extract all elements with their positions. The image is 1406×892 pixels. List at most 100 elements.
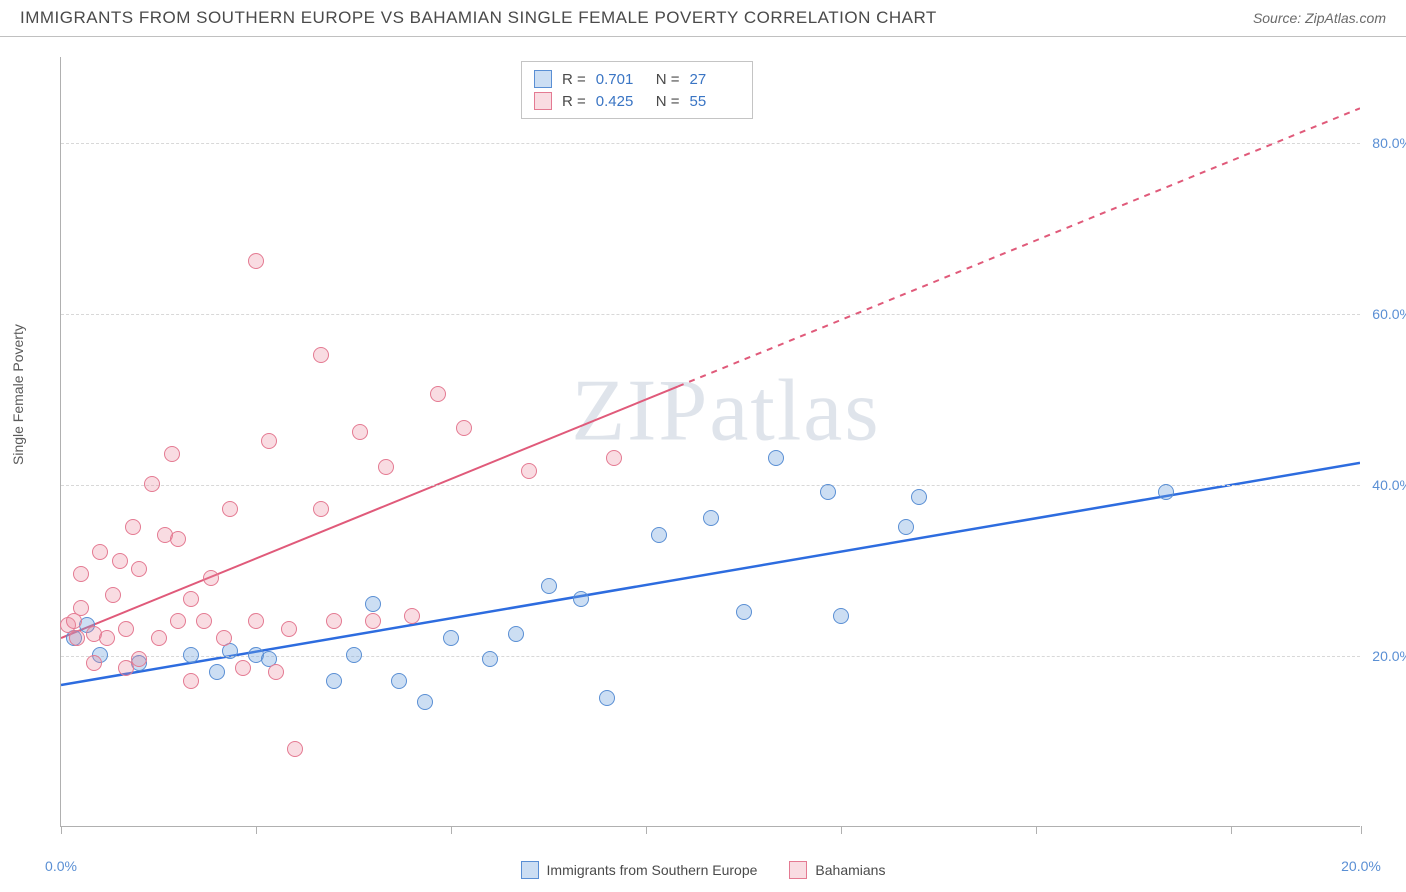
point-series-b [268,664,284,680]
legend-swatch [534,92,552,110]
point-series-b [170,613,186,629]
y-axis-label: Single Female Poverty [10,324,26,465]
stat-n-value: 55 [690,93,740,110]
source-label: Source: ZipAtlas.com [1253,10,1386,26]
point-series-b [73,566,89,582]
x-tick [61,826,62,834]
point-series-b [326,613,342,629]
point-series-a [599,690,615,706]
legend-swatch [789,861,807,879]
y-tick-label: 60.0% [1372,306,1406,322]
point-series-b [606,450,622,466]
x-tick [1036,826,1037,834]
point-series-b [112,553,128,569]
x-tick [841,826,842,834]
point-series-a [209,664,225,680]
point-series-b [404,608,420,624]
x-tick [1361,826,1362,834]
point-series-a [820,484,836,500]
chart-title: IMMIGRANTS FROM SOUTHERN EUROPE VS BAHAM… [20,8,937,28]
point-series-a [417,694,433,710]
x-tick [451,826,452,834]
point-series-a [443,630,459,646]
legend-label: Bahamians [815,862,885,878]
point-series-a [736,604,752,620]
point-series-b [125,519,141,535]
point-series-a [482,651,498,667]
point-series-b [73,600,89,616]
point-series-a [346,647,362,663]
y-tick-label: 80.0% [1372,135,1406,151]
point-series-a [183,647,199,663]
point-series-a [573,591,589,607]
legend-stats-box: R = 0.701 N = 27 R = 0.425 N = 55 [521,61,753,119]
point-series-b [196,613,212,629]
stat-r-value: 0.425 [596,93,646,110]
bottom-legend: Immigrants from Southern Europe Bahamians [0,861,1406,879]
trend-lines-layer [61,57,1360,826]
stat-r-label: R = [562,93,586,110]
point-series-b [235,660,251,676]
point-series-b [86,655,102,671]
chart-container: Single Female Poverty ZIPatlas R =0.701N… [0,37,1406,887]
point-series-b [222,501,238,517]
y-tick-label: 40.0% [1372,477,1406,493]
stat-n-label: N = [656,93,680,110]
point-series-a [898,519,914,535]
point-series-b [456,420,472,436]
point-series-b [164,446,180,462]
point-series-a [541,578,557,594]
point-series-b [216,630,232,646]
point-series-b [131,561,147,577]
legend-swatch [534,70,552,88]
gridline-h [61,314,1360,315]
x-tick [646,826,647,834]
point-series-b [99,630,115,646]
x-tick [1231,826,1232,834]
point-series-a [651,527,667,543]
point-series-a [326,673,342,689]
point-series-b [313,501,329,517]
point-series-a [768,450,784,466]
point-series-b [313,347,329,363]
stat-r-value: 0.701 [596,71,646,88]
point-series-b [151,630,167,646]
y-tick-label: 20.0% [1372,648,1406,664]
point-series-b [287,741,303,757]
legend-label: Immigrants from Southern Europe [547,862,758,878]
legend-swatch [521,861,539,879]
bottom-legend-item: Immigrants from Southern Europe [521,861,758,879]
bottom-legend-item: Bahamians [789,861,885,879]
point-series-a [833,608,849,624]
point-series-b [105,587,121,603]
point-series-b [183,673,199,689]
point-series-b [261,433,277,449]
point-series-b [69,630,85,646]
point-series-a [391,673,407,689]
point-series-a [911,489,927,505]
gridline-h [61,143,1360,144]
x-tick [256,826,257,834]
stat-r-label: R = [562,71,586,88]
point-series-b [203,570,219,586]
point-series-a [508,626,524,642]
point-series-b [281,621,297,637]
legend-stats-row: R =0.701N =27 [534,68,740,90]
point-series-b [248,613,264,629]
point-series-b [131,651,147,667]
plot-area: ZIPatlas R =0.701N =27R =0.425N =55 20.0… [60,57,1360,827]
point-series-a [703,510,719,526]
point-series-a [365,596,381,612]
point-series-a [1158,484,1174,500]
point-series-b [183,591,199,607]
stat-n-value: 27 [690,71,740,88]
point-series-b [365,613,381,629]
point-series-b [430,386,446,402]
legend-stats-row: R = 0.425 N = 55 [534,90,740,112]
point-series-b [92,544,108,560]
point-series-b [118,621,134,637]
point-series-b [144,476,160,492]
point-series-b [352,424,368,440]
point-series-b [248,253,264,269]
point-series-b [378,459,394,475]
